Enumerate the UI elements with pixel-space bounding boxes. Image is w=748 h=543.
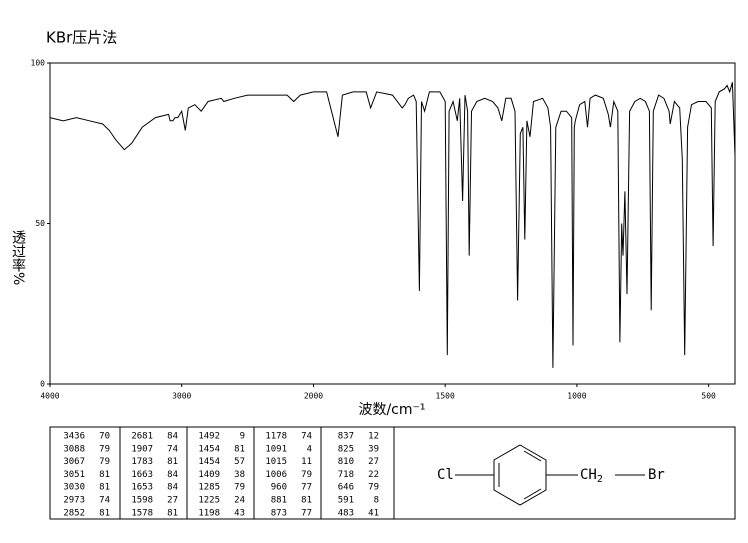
peak-wavenumber: 3051 [63, 470, 85, 480]
peak-wavenumber: 825 [338, 444, 354, 454]
peak-wavenumber: 1663 [131, 470, 153, 480]
x-tick-label: 1000 [567, 392, 586, 401]
peak-transmittance: 84 [167, 483, 178, 493]
peak-transmittance: 81 [301, 496, 312, 506]
benzene-ring [455, 444, 645, 506]
y-axis-label: 透过率% [10, 230, 26, 285]
y-tick-label: 50 [35, 219, 45, 228]
peak-wavenumber: 3067 [63, 457, 85, 467]
table-frame [49, 426, 736, 520]
peak-transmittance: 74 [167, 444, 178, 454]
peak-wavenumber: 1454 [198, 457, 220, 467]
peak-transmittance: 70 [99, 432, 110, 442]
peak-transmittance: 79 [301, 470, 312, 480]
peak-wavenumber: 1578 [131, 508, 153, 518]
peak-wavenumber: 1492 [198, 432, 220, 442]
x-tick-label: 3000 [172, 392, 191, 401]
peak-transmittance: 4 [307, 444, 312, 454]
peak-wavenumber: 1907 [131, 444, 153, 454]
peak-transmittance: 81 [99, 470, 110, 480]
peak-transmittance: 77 [301, 483, 312, 493]
peak-wavenumber: 1198 [198, 508, 220, 518]
peak-wavenumber: 718 [338, 470, 354, 480]
peak-transmittance: 81 [167, 508, 178, 518]
peak-wavenumber: 1285 [198, 483, 220, 493]
peak-transmittance: 81 [99, 508, 110, 518]
structure-right: Br [648, 467, 665, 483]
peak-transmittance: 38 [234, 470, 245, 480]
peak-wavenumber: 1225 [198, 496, 220, 506]
peak-wavenumber: 1653 [131, 483, 153, 493]
table-dividers [119, 427, 395, 519]
structure-left: Cl [437, 467, 454, 483]
x-axis-label: 波数/cm⁻¹ [358, 402, 425, 418]
peak-wavenumber: 1409 [198, 470, 220, 480]
peak-transmittance: 79 [99, 444, 110, 454]
spectrum-line [49, 82, 736, 368]
x-tick-label: 4000 [40, 392, 59, 401]
peak-transmittance: 74 [99, 496, 110, 506]
peak-wavenumber: 2852 [63, 508, 85, 518]
peak-transmittance: 27 [368, 457, 379, 467]
x-tick-label: 500 [701, 392, 716, 401]
peak-transmittance: 24 [234, 496, 245, 506]
peak-wavenumber: 1454 [198, 444, 220, 454]
peak-transmittance: 79 [368, 483, 379, 493]
peak-transmittance: 81 [99, 483, 110, 493]
peak-transmittance: 27 [167, 496, 178, 506]
peak-transmittance: 84 [167, 470, 178, 480]
peak-transmittance: 79 [234, 483, 245, 493]
peak-wavenumber: 1783 [131, 457, 153, 467]
peak-transmittance: 8 [374, 496, 379, 506]
peak-wavenumber: 591 [338, 496, 354, 506]
peak-transmittance: 41 [368, 508, 379, 518]
peak-wavenumber: 3088 [63, 444, 85, 454]
peak-transmittance: 77 [301, 508, 312, 518]
peak-transmittance: 81 [167, 457, 178, 467]
peak-transmittance: 11 [301, 457, 312, 467]
peak-wavenumber: 2681 [131, 432, 153, 442]
peak-transmittance: 81 [234, 444, 245, 454]
peak-wavenumber: 1598 [131, 496, 153, 506]
peak-transmittance: 12 [368, 432, 379, 442]
structure-group: CH2 [580, 467, 603, 485]
peak-transmittance: 57 [234, 457, 245, 467]
peak-wavenumber: 881 [271, 496, 287, 506]
peak-wavenumber: 3436 [63, 432, 85, 442]
peak-wavenumber: 810 [338, 457, 354, 467]
peak-transmittance: 39 [368, 444, 379, 454]
peak-transmittance: 84 [167, 432, 178, 442]
plot-frame [49, 62, 736, 385]
peak-wavenumber: 873 [271, 508, 287, 518]
peak-wavenumber: 1015 [265, 457, 287, 467]
y-tick-label: 0 [40, 380, 45, 389]
peak-transmittance: 9 [240, 432, 245, 442]
peak-wavenumber: 960 [271, 483, 287, 493]
peak-wavenumber: 837 [338, 432, 354, 442]
group-subscript: 2 [597, 474, 603, 485]
x-tick-label: 2000 [304, 392, 323, 401]
peak-wavenumber: 1091 [265, 444, 287, 454]
peak-wavenumber: 646 [338, 483, 354, 493]
peak-wavenumber: 483 [338, 508, 354, 518]
peak-transmittance: 43 [234, 508, 245, 518]
x-tick-label: 1500 [436, 392, 455, 401]
peak-wavenumber: 2973 [63, 496, 85, 506]
y-tick-label: 100 [31, 59, 46, 68]
peak-transmittance: 74 [301, 432, 312, 442]
peak-wavenumber: 1178 [265, 432, 287, 442]
peak-transmittance: 22 [368, 470, 379, 480]
peak-transmittance: 79 [99, 457, 110, 467]
chart-title: KBr压片法 [46, 29, 117, 47]
peak-wavenumber: 1006 [265, 470, 287, 480]
group-text: CH [580, 467, 597, 483]
peak-wavenumber: 3030 [63, 483, 85, 493]
